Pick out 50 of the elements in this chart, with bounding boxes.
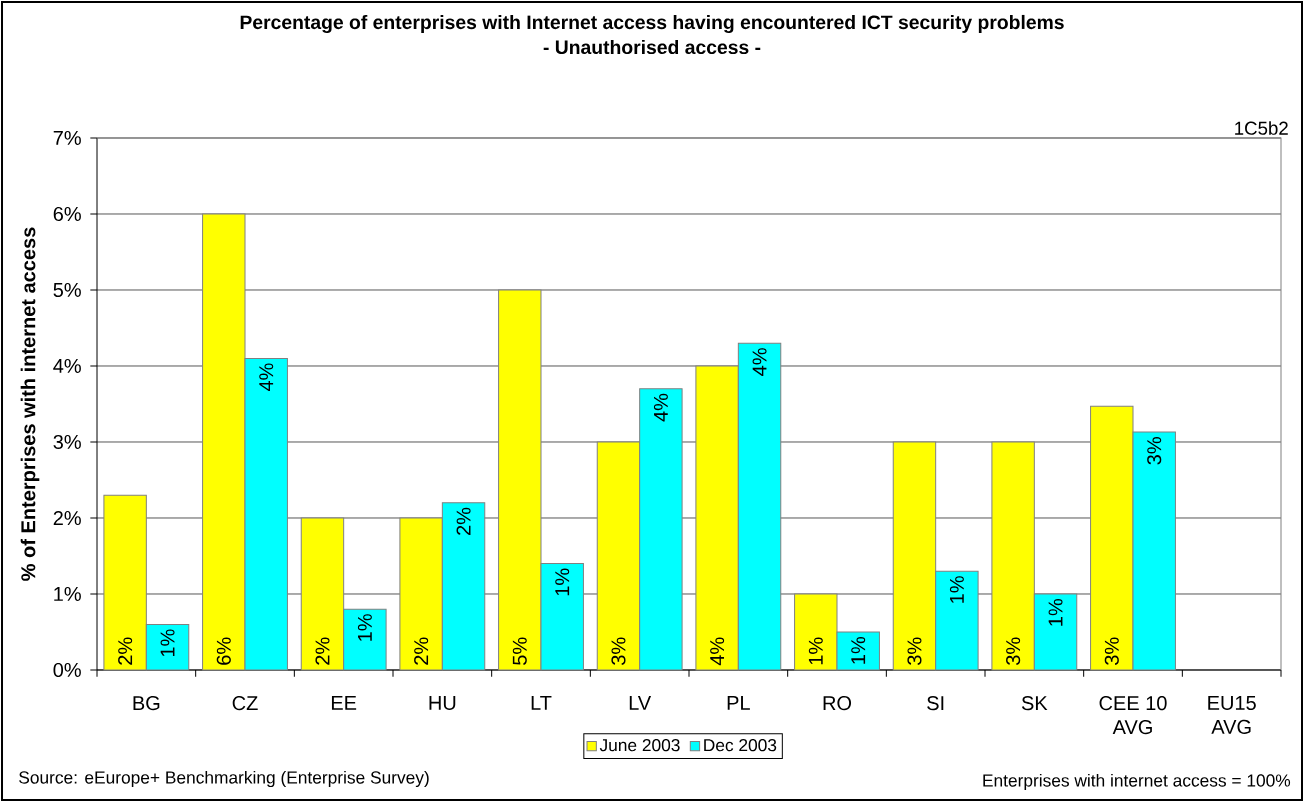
x-tick-label: BG [133,696,160,711]
data-label: 1% [357,614,372,641]
y-axis-title: % of Enterprises with internet access [20,227,40,581]
y-tick-label: 2% [53,510,81,526]
data-label: 1% [949,576,964,603]
data-label: 1% [851,636,866,664]
x-tick-label: RO [823,696,852,711]
data-label: 2% [456,507,471,535]
y-tick-label: 4% [53,359,81,373]
source-note: Source: eEurope+ Benchmarking (Enterprise Survey) [19,770,429,788]
x-tick-label: HU [429,696,456,710]
text: Enterprises with internet access = 100% [983,773,1291,791]
data-label: 1% [1048,598,1063,626]
data-label: 1% [160,629,175,657]
legend-label: June 2003 [599,739,680,752]
data-label: 3% [611,637,626,665]
x-tick-label: EE [331,696,357,710]
data-label: 4% [653,393,668,422]
y-tick-label: 5% [53,282,81,298]
y-tick-label: 3% [53,434,81,450]
text: 1C5b2 [1235,121,1288,135]
data-label: 6% [216,637,231,665]
data-label: 2% [414,637,429,665]
data-label: 4% [710,637,725,666]
data-label: 3% [1104,637,1119,665]
data-label: 5% [512,637,527,665]
data-label: 4% [752,348,767,376]
x-tick-label: EU15 AVG [1208,696,1256,734]
data-label: 3% [1006,637,1021,665]
data-label: 2% [118,637,133,665]
chart-subtitle: - Unauthorised access - [543,39,761,55]
x-tick-label: SI [927,696,944,711]
data-label: 2% [315,637,330,665]
y-tick-label: 6% [53,206,81,222]
data-label: 1% [555,568,570,596]
chart-title: Percentage of enterprises with Internet access having encountered ICT security problems [240,14,1064,34]
x-tick-label: SK [1021,696,1048,711]
x-tick-label: CEE 10 AVG [1099,696,1167,735]
x-tick-label: LV [629,696,652,710]
data-label: 1% [808,637,823,665]
x-tick-label: CZ [232,696,258,711]
x-tick-label: LT [531,696,552,710]
y-tick-label: 0% [53,662,81,678]
data-label: 3% [907,637,922,665]
y-tick-label: 7% [53,131,81,145]
data-label: 3% [1147,437,1162,465]
data-label: 4% [259,363,274,392]
legend-label: Dec 2003 [704,739,777,752]
y-tick-label: 1% [54,587,81,601]
x-tick-label: PL [727,696,750,710]
